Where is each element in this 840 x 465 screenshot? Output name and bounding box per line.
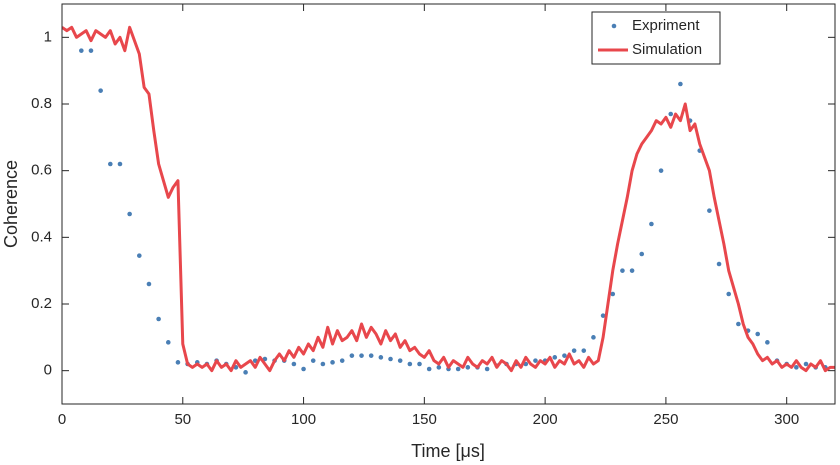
- y-tick-label: 0.2: [31, 295, 52, 312]
- data-point: [426, 366, 432, 372]
- data-point: [552, 355, 558, 360]
- data-point: [368, 353, 374, 358]
- data-point: [359, 353, 364, 358]
- data-point: [165, 340, 171, 345]
- legend-label: Simulation: [632, 41, 702, 58]
- plot-frame: [61, 3, 836, 405]
- data-point: [175, 360, 181, 365]
- plot-area: [62, 25, 835, 375]
- data-point: [639, 251, 645, 257]
- data-point: [137, 253, 142, 258]
- data-point: [678, 81, 683, 87]
- y-tick-label: 1: [44, 28, 52, 45]
- y-axis-title: Coherence: [1, 160, 21, 248]
- data-point: [649, 221, 654, 227]
- data-point: [620, 268, 625, 273]
- data-point: [484, 366, 490, 372]
- data-point: [388, 356, 393, 362]
- data-point: [407, 361, 413, 367]
- y-tick-label: 0.6: [31, 162, 52, 179]
- x-tick-label: 150: [412, 411, 437, 428]
- y-tick-label: 0.4: [31, 228, 52, 245]
- data-point: [736, 321, 741, 327]
- data-point: [803, 361, 809, 367]
- data-point: [79, 48, 84, 53]
- data-point: [378, 355, 384, 360]
- data-point: [108, 161, 113, 167]
- data-point: [629, 268, 635, 273]
- y-tick-label: 0.8: [31, 95, 52, 112]
- data-point: [600, 313, 606, 318]
- legend-marker: [611, 23, 617, 29]
- data-point: [417, 361, 422, 367]
- data-point: [310, 358, 316, 363]
- data-point: [339, 358, 345, 363]
- data-point: [610, 291, 616, 297]
- data-point: [397, 358, 403, 363]
- data-point: [707, 208, 712, 213]
- data-point: [465, 365, 471, 370]
- data-point: [571, 348, 577, 353]
- data-point: [658, 168, 664, 173]
- y-tick-label: 0: [44, 362, 52, 379]
- legend-box: [591, 11, 721, 65]
- data-point: [794, 365, 799, 370]
- data-point: [591, 335, 596, 340]
- x-tick-label: 200: [533, 411, 558, 428]
- data-point: [349, 353, 355, 358]
- data-point: [330, 360, 335, 365]
- data-point: [716, 261, 722, 267]
- data-point: [301, 366, 306, 372]
- data-point: [581, 348, 587, 353]
- data-point: [127, 211, 132, 217]
- data-point: [765, 340, 770, 345]
- data-point: [88, 48, 94, 53]
- x-tick-label: 50: [174, 411, 191, 428]
- data-point: [726, 291, 732, 297]
- data-point: [668, 111, 674, 117]
- data-line: [62, 25, 835, 373]
- data-point: [156, 316, 161, 322]
- data-point: [117, 161, 123, 167]
- data-point: [533, 358, 538, 363]
- x-tick-label: 300: [774, 411, 799, 428]
- data-point: [291, 361, 297, 367]
- data-point: [98, 88, 103, 93]
- data-point: [755, 331, 760, 337]
- x-tick-label: 250: [653, 411, 678, 428]
- x-tick-label: 100: [291, 411, 316, 428]
- data-point: [243, 370, 248, 375]
- x-tick-label: 0: [58, 411, 66, 428]
- data-point: [436, 365, 442, 370]
- x-axis-title: Time [μs]: [411, 441, 485, 461]
- data-point: [455, 366, 461, 372]
- data-point: [320, 361, 326, 367]
- legend-label: Expriment: [632, 17, 700, 34]
- data-point: [146, 281, 152, 287]
- data-point: [562, 353, 567, 358]
